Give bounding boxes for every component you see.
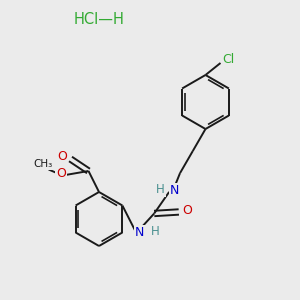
Text: H: H: [151, 225, 160, 238]
Text: N: N: [170, 184, 179, 197]
Text: H: H: [156, 183, 165, 196]
Text: O: O: [57, 149, 67, 163]
Text: N: N: [135, 226, 145, 239]
Text: Cl: Cl: [223, 52, 235, 66]
Text: O: O: [56, 167, 66, 180]
Text: HCl—H: HCl—H: [74, 12, 124, 27]
Text: CH₃: CH₃: [33, 159, 52, 169]
Text: O: O: [182, 204, 192, 217]
